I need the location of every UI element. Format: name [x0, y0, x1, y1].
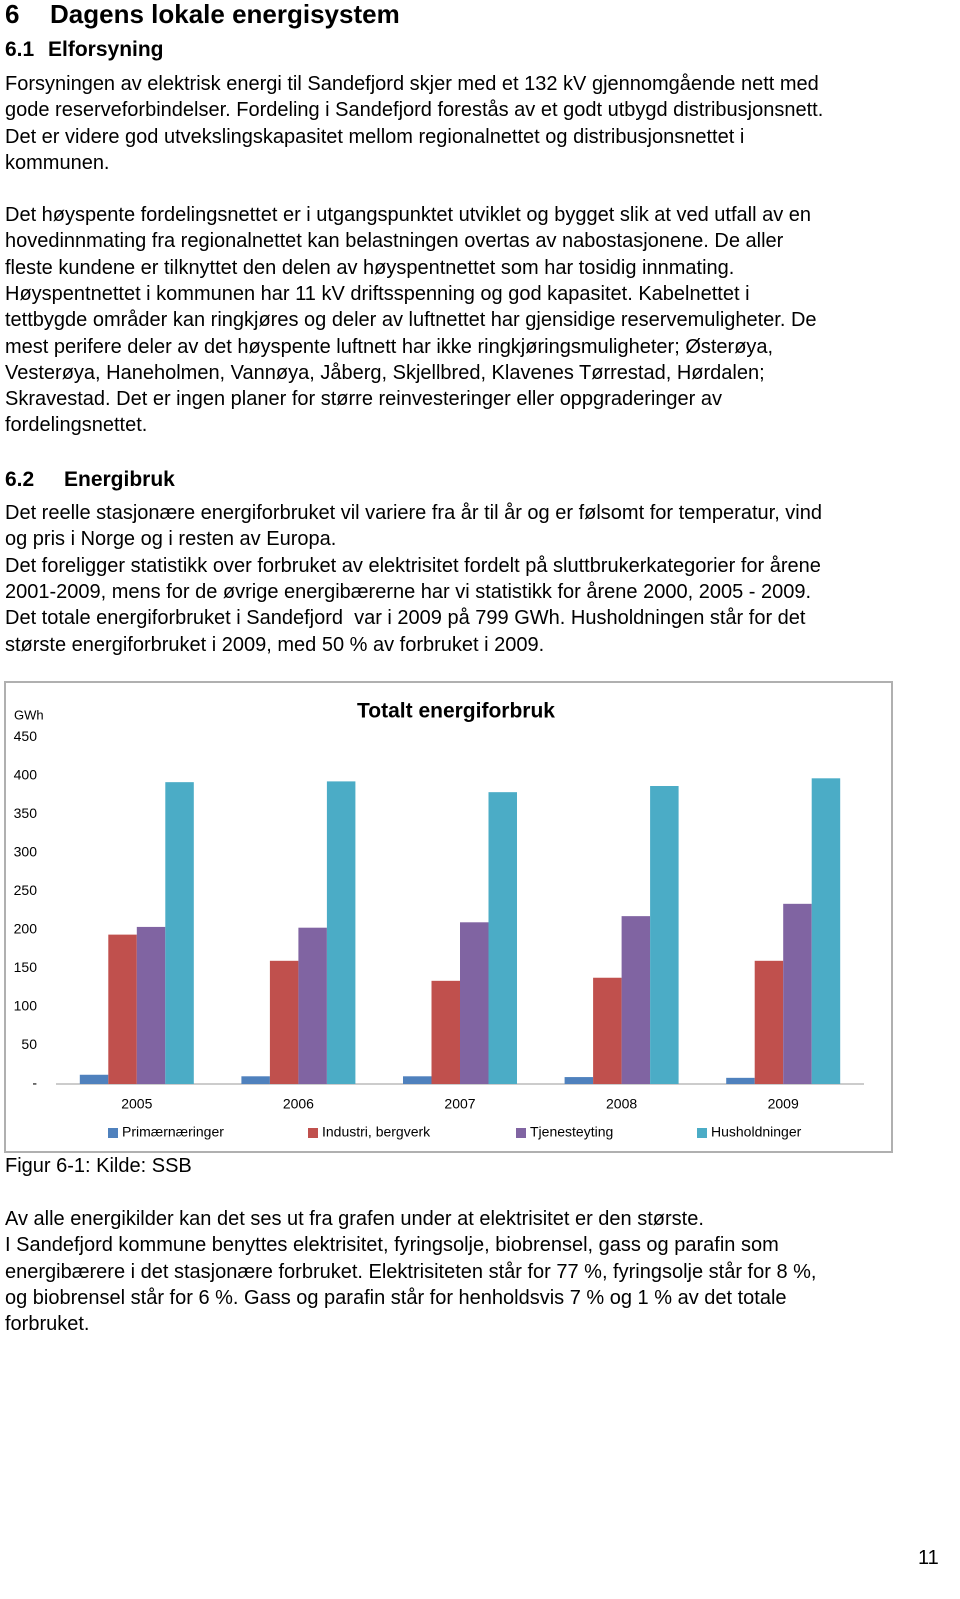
text-line: Vesterøya, Haneholmen, Vannøya, Jåberg, … — [5, 361, 765, 384]
x-tick-label: 2009 — [768, 1096, 799, 1112]
x-tick-label: 2006 — [283, 1096, 314, 1112]
y-tick-label: 100 — [14, 998, 38, 1014]
bar — [621, 916, 651, 1084]
y-tick-label: 300 — [14, 844, 38, 860]
bar — [241, 1076, 270, 1084]
legend-label: Primærnæringer — [122, 1124, 224, 1140]
bar — [783, 903, 812, 1084]
bar — [593, 977, 622, 1084]
bar — [754, 960, 784, 1084]
bar — [431, 980, 460, 1084]
text-line: største energiforbruket i 2009, med 50 %… — [5, 633, 545, 656]
text-line: Det totale energiforbruket i Sandefjord … — [5, 607, 806, 630]
text-line: Høyspentnettet i kommunen har 11 kV drif… — [5, 282, 750, 305]
text-line: og biobrensel står for 6 %. Gass og para… — [5, 1286, 787, 1309]
bar — [403, 1076, 432, 1084]
y-tick-label: 50 — [21, 1036, 37, 1052]
bar — [726, 1077, 755, 1084]
text-line: Det foreligger statistikk over forbruket… — [5, 554, 821, 577]
legend-swatch — [697, 1128, 707, 1138]
heading-number: 6 — [5, 0, 20, 29]
bar — [269, 960, 299, 1084]
section-number: 6.2 — [5, 468, 35, 491]
x-tick-label: 2008 — [606, 1096, 637, 1112]
bar — [79, 1074, 109, 1084]
bar — [165, 782, 194, 1084]
legend-swatch — [108, 1128, 118, 1138]
page-number: 11 — [918, 1547, 939, 1569]
text-line: 2001-2009, mens for de øvrige energibære… — [5, 580, 812, 603]
legend-label: Husholdninger — [711, 1124, 802, 1140]
text-line: I Sandefjord kommune benyttes elektrisit… — [5, 1234, 779, 1257]
y-tick-label: - — [32, 1075, 37, 1091]
text-line: tettbygde områder kan ringkjøres og dele… — [5, 309, 817, 332]
text-line: mest perifere deler av det høyspente luf… — [5, 335, 774, 358]
y-axis-label: GWh — [14, 707, 44, 722]
text-line: gode reserveforbindelser. Fordeling i Sa… — [5, 99, 824, 122]
bar — [298, 927, 327, 1084]
y-tick-label: 350 — [14, 805, 38, 821]
bar — [108, 934, 137, 1084]
text-line: Det høyspente fordelingsnettet er i utga… — [5, 204, 812, 226]
text-line: Forsyningen av elektrisk energi til Sand… — [5, 73, 819, 95]
section-title: Elforsyning — [48, 38, 164, 61]
figure-caption: Figur 6-1: Kilde: SSB — [5, 1155, 192, 1177]
y-tick-label: 150 — [14, 959, 38, 975]
bar — [488, 792, 517, 1084]
text-line: Det er videre god utvekslingskapasitet m… — [5, 125, 745, 148]
text-line: hovedinnmating fra regionalnettet kan be… — [5, 230, 784, 253]
y-tick-label: 200 — [14, 921, 38, 937]
x-tick-label: 2005 — [121, 1096, 152, 1112]
text-line: Skravestad. Det er ingen planer for stør… — [5, 388, 723, 411]
bar — [650, 786, 679, 1084]
bar — [326, 781, 356, 1084]
text-line: Det reelle stasjonære energiforbruket vi… — [5, 502, 822, 524]
text-line: fleste kundene er tilknyttet den delen a… — [5, 256, 735, 279]
section-title: Energibruk — [64, 468, 175, 491]
legend-label: Industri, bergverk — [322, 1124, 431, 1140]
legend-label: Tjenesteyting — [530, 1124, 613, 1140]
bar — [811, 778, 841, 1084]
text-line: og pris i Norge og i resten av Europa. — [5, 528, 337, 551]
y-tick-label: 450 — [14, 728, 38, 744]
legend-swatch — [516, 1128, 526, 1138]
heading-title: Dagens lokale energisystem — [50, 0, 400, 29]
y-tick-label: 400 — [14, 767, 38, 783]
section-number: 6.1 — [5, 38, 35, 61]
bar — [564, 1077, 594, 1084]
text-line: kommunen. — [5, 151, 110, 174]
x-tick-label: 2007 — [444, 1096, 475, 1112]
legend-swatch — [308, 1128, 318, 1138]
text-line: forbruket. — [5, 1313, 90, 1336]
y-tick-label: 250 — [14, 882, 38, 898]
text-line: fordelingsnettet. — [5, 414, 148, 437]
text-line: Av alle energikilder kan det ses ut fra … — [5, 1208, 704, 1230]
bar — [136, 926, 166, 1084]
text-line: energibærere i det stasjonære forbruket.… — [5, 1260, 817, 1283]
chart: Totalt energiforbruk GWh - 50 100 150 200 250… — [4, 681, 893, 1153]
bar — [460, 922, 489, 1084]
chart-title: Totalt energiforbruk — [357, 700, 555, 723]
